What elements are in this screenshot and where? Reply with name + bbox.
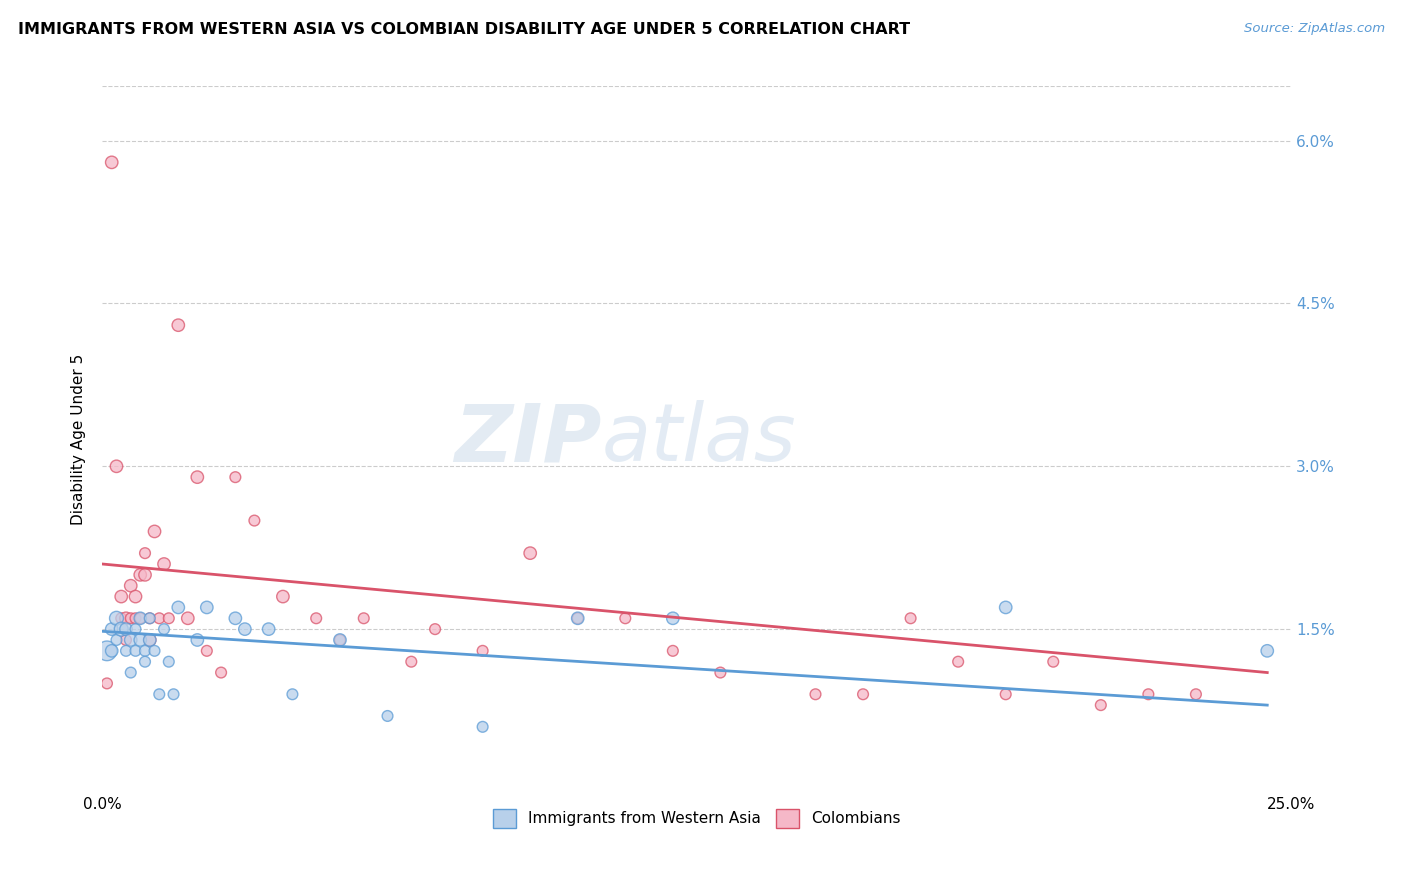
Point [186,470,208,484]
Point [100,622,122,636]
Point [946,655,969,669]
Point [1042,655,1064,669]
Point [329,632,352,647]
Point [115,622,138,636]
Point [110,590,132,604]
Point [105,611,128,625]
Point [139,611,162,625]
Text: ZIP: ZIP [454,401,602,478]
Point [195,644,218,658]
Point [139,611,162,625]
Y-axis label: Disability Age Under 5: Disability Age Under 5 [72,353,86,524]
Point [709,665,731,680]
Point [115,632,138,647]
Point [852,687,875,701]
Point [224,611,246,625]
Point [401,655,423,669]
Point [134,567,156,582]
Point [96,676,118,690]
Point [195,600,218,615]
Point [105,459,128,474]
Point [900,611,922,625]
Point [124,622,146,636]
Point [139,632,162,647]
Point [153,622,176,636]
Point [1256,644,1278,658]
Point [167,600,190,615]
Point [134,546,156,560]
Point [120,632,142,647]
Point [157,655,180,669]
Point [148,611,170,625]
Point [423,622,446,636]
Point [110,622,132,636]
Point [129,611,152,625]
Point [177,611,200,625]
Point [186,632,208,647]
Point [120,665,142,680]
Point [120,611,142,625]
Point [224,470,246,484]
Point [614,611,637,625]
Point [134,655,156,669]
Point [100,155,122,169]
Point [257,622,280,636]
Point [129,632,152,647]
Point [1137,687,1160,701]
Point [124,590,146,604]
Point [162,687,184,701]
Point [305,611,328,625]
Point [115,644,138,658]
Point [243,514,266,528]
Point [662,644,685,658]
Point [139,632,162,647]
Point [567,611,589,625]
Point [129,611,152,625]
Point [124,644,146,658]
Point [804,687,827,701]
Point [329,632,352,647]
Point [1090,698,1112,712]
Point [281,687,304,701]
Point [519,546,541,560]
Point [143,524,166,539]
Point [662,611,685,625]
Text: atlas: atlas [602,401,796,478]
Text: IMMIGRANTS FROM WESTERN ASIA VS COLOMBIAN DISABILITY AGE UNDER 5 CORRELATION CHA: IMMIGRANTS FROM WESTERN ASIA VS COLOMBIA… [18,22,911,37]
Point [100,644,122,658]
Point [148,687,170,701]
Point [120,579,142,593]
Point [105,632,128,647]
Point [124,611,146,625]
Point [353,611,375,625]
Point [209,665,232,680]
Point [471,720,494,734]
Point [233,622,256,636]
Point [1185,687,1208,701]
Point [271,590,294,604]
Text: Source: ZipAtlas.com: Source: ZipAtlas.com [1244,22,1385,36]
Point [134,644,156,658]
Point [129,567,152,582]
Point [96,644,118,658]
Point [377,709,399,723]
Point [110,611,132,625]
Point [994,687,1017,701]
Point [471,644,494,658]
Point [167,318,190,333]
Point [153,557,176,571]
Point [115,611,138,625]
Legend: Immigrants from Western Asia, Colombians: Immigrants from Western Asia, Colombians [486,803,907,834]
Point [157,611,180,625]
Point [567,611,589,625]
Point [994,600,1017,615]
Point [143,644,166,658]
